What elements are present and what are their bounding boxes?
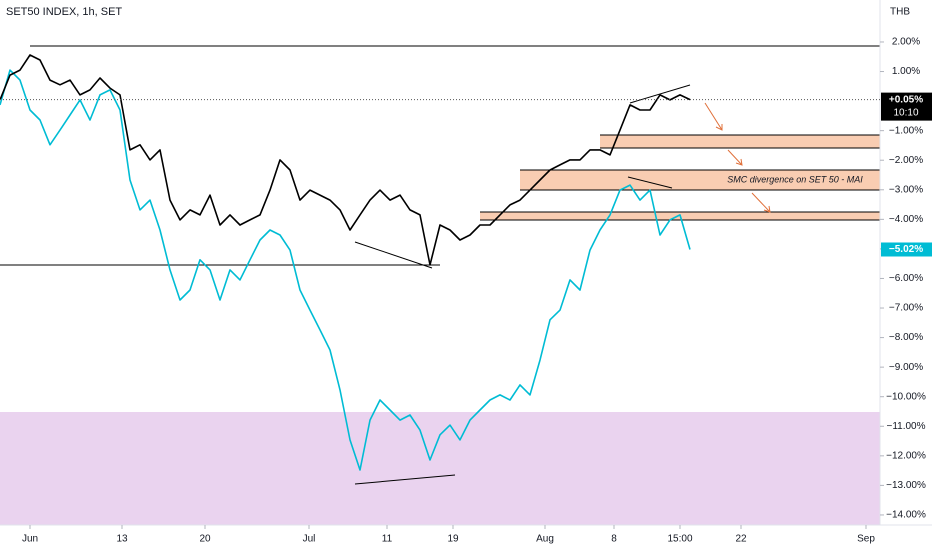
y-tick-label: −8.00%: [889, 332, 923, 343]
x-tick-label: Aug: [536, 534, 554, 545]
last-value-label: −5.02%: [889, 244, 923, 255]
trend-line: [629, 84, 691, 104]
y-tick-label: −7.00%: [889, 303, 923, 314]
y-tick-label: −12.00%: [886, 450, 926, 461]
x-tick-label: 11: [382, 534, 393, 545]
y-tick-label: −6.00%: [889, 273, 923, 284]
y-tick-label: −1.00%: [889, 125, 923, 136]
last-value-box: [881, 92, 932, 121]
purple-zone: [0, 412, 880, 525]
supply-zone: [600, 135, 880, 148]
x-tick-label: Jun: [22, 534, 38, 545]
x-tick-label: 22: [735, 534, 747, 545]
chart-title: SET50 INDEX, 1h, SET: [6, 6, 122, 18]
y-tick-label: 1.00%: [892, 66, 920, 77]
y-tick-label: 2.00%: [892, 37, 920, 48]
trend-line: [354, 241, 433, 269]
series-line: [0, 69, 691, 471]
last-value-label: +0.05%: [889, 94, 923, 105]
annotation: SMC divergence on SET 50 - MAI: [727, 174, 863, 184]
x-tick-label: 15:00: [667, 534, 692, 545]
currency: THB: [890, 7, 910, 18]
y-tick-label: −9.00%: [889, 362, 923, 373]
trend-line: [354, 474, 456, 485]
y-tick-label: −11.00%: [886, 421, 925, 432]
y-tick-label: −4.00%: [889, 214, 923, 225]
y-tick-label: −2.00%: [889, 155, 923, 166]
x-tick-label: 13: [116, 534, 128, 545]
y-tick-label: −13.00%: [886, 480, 926, 491]
arrows: [704, 102, 771, 213]
arrow: [727, 149, 743, 166]
y-tick-label: −10.00%: [886, 391, 926, 402]
x-tick-label: 20: [199, 534, 211, 545]
x-tick-label: Jul: [303, 534, 316, 545]
y-tick-label: −3.00%: [889, 184, 923, 195]
x-tick-label: Sep: [857, 534, 875, 545]
arrow: [751, 192, 771, 213]
drawings: [0, 45, 880, 485]
x-tick-label: 19: [447, 534, 459, 545]
series-line: [0, 54, 691, 266]
x-tick-label: 8: [611, 534, 617, 545]
y-tick-label: −14.00%: [886, 510, 926, 521]
trend-line: [627, 176, 673, 189]
supply-zone: [520, 170, 880, 190]
countdown: 10:10: [893, 107, 918, 118]
last-value-box: [881, 242, 932, 257]
arrow: [704, 102, 723, 131]
